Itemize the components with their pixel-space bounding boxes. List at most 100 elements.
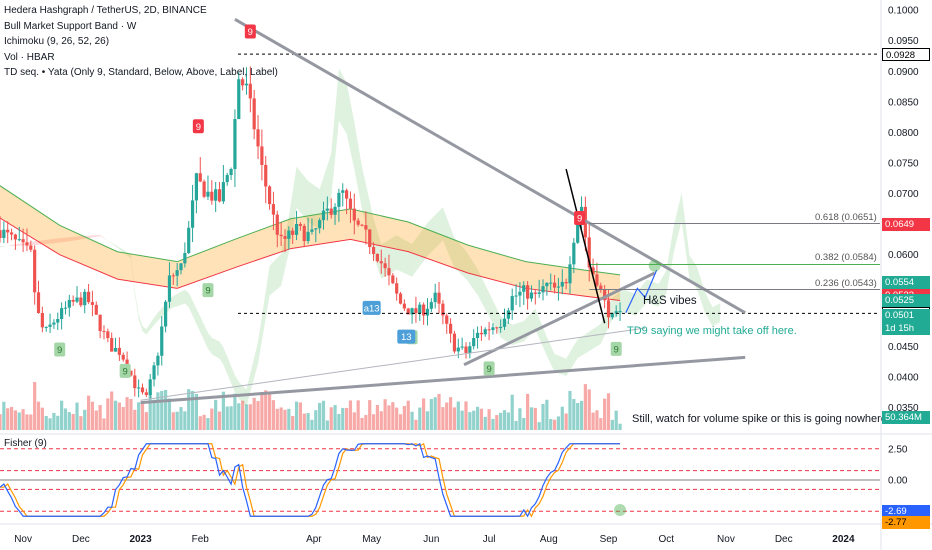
- trendline[interactable]: [234, 17, 746, 315]
- volume-bar: [402, 405, 406, 430]
- price-tag: 1d 15h: [882, 321, 930, 335]
- volume-bar: [237, 403, 241, 430]
- volume-bar: [298, 402, 302, 430]
- y-tick-label: 0.0750: [888, 158, 919, 169]
- volume-bar: [40, 407, 44, 430]
- volume-bar: [460, 410, 464, 430]
- volume-bar: [529, 407, 534, 430]
- y-tick-label: 0.0800: [888, 128, 919, 139]
- ichimoku-cloud-segment: [142, 326, 147, 335]
- candle-body: [356, 220, 360, 225]
- volume-bar: [410, 411, 414, 430]
- ichimoku-cloud-segment: [623, 289, 628, 314]
- candle-body: [341, 190, 345, 193]
- legend-volume[interactable]: Vol · HBAR: [4, 51, 55, 63]
- candle-body: [214, 189, 218, 201]
- ichimoku-cloud-segment: [69, 236, 74, 242]
- td-label-box[interactable]: [202, 283, 214, 298]
- td-label-box[interactable]: [483, 361, 495, 376]
- volume-bar: [17, 412, 21, 430]
- candle-body: [618, 311, 622, 313]
- candle-body: [445, 315, 449, 324]
- ichimoku-cloud-segment: [381, 242, 386, 279]
- candle-body: [572, 242, 576, 265]
- ichimoku-cloud-segment: [0, 245, 4, 248]
- candle-body: [529, 292, 534, 299]
- volume-bar: [441, 407, 445, 430]
- ichimoku-cloud-segment: [562, 357, 567, 377]
- volume-bar: [241, 400, 245, 430]
- support-band-upper: [0, 185, 621, 276]
- candle-body: [175, 270, 179, 276]
- td-label-box[interactable]: [54, 342, 66, 357]
- volume-bar: [348, 400, 353, 430]
- annotation-hs-vibes[interactable]: H&S vibes: [643, 295, 697, 307]
- legend-td-seq[interactable]: TD seq. • Yata (Only 9, Standard, Below,…: [4, 67, 278, 79]
- volume-bar: [117, 402, 121, 430]
- candle-body: [552, 282, 557, 288]
- fisher-indicator-title[interactable]: Fisher (9): [4, 438, 47, 449]
- volume-bar: [44, 416, 48, 430]
- volume-bar: [6, 408, 10, 430]
- volume-bar: [29, 414, 33, 430]
- y-tick-label: 0.0350: [888, 403, 919, 414]
- ichimoku-cloud-segment: [589, 329, 594, 351]
- candle-body: [502, 318, 507, 327]
- ichimoku-cloud-segment: [408, 241, 413, 277]
- volume-bar: [545, 399, 549, 430]
- ichimoku-cloud-segment: [654, 282, 659, 307]
- volume-bar: [499, 412, 503, 430]
- candle-body: [75, 297, 79, 302]
- annotation-volume[interactable]: Still, watch for volume spike or this is…: [632, 413, 887, 425]
- td-label-box[interactable]: [397, 329, 416, 344]
- volume-bar: [475, 406, 480, 430]
- ichimoku-cloud-segment: [211, 337, 216, 357]
- td-label-box[interactable]: [244, 24, 256, 39]
- volume-bar: [414, 419, 418, 430]
- y-tick-label: 0.0900: [888, 67, 919, 78]
- volume-bar: [572, 398, 576, 430]
- candle-body: [345, 190, 349, 199]
- volume-bar: [591, 412, 595, 430]
- td-label-box[interactable]: [610, 341, 622, 356]
- candle-body: [187, 227, 191, 254]
- candle-body: [614, 311, 618, 314]
- ichimoku-cloud-segment: [435, 211, 440, 249]
- trendline[interactable]: [140, 355, 746, 405]
- candle-body: [21, 239, 25, 243]
- candle-body: [298, 223, 302, 226]
- ichimoku-cloud-segment: [566, 352, 570, 377]
- y-tick-label: 0.0950: [888, 36, 919, 47]
- arrow-drawing[interactable]: [565, 168, 606, 324]
- td-label-box[interactable]: [192, 119, 204, 134]
- td-label-box[interactable]: [362, 300, 381, 315]
- ichimoku-cloud-segment: [342, 75, 347, 134]
- volume-bar: [113, 400, 118, 430]
- candle-body: [352, 208, 356, 221]
- candle-body: [13, 234, 18, 240]
- fib-level-label: 0.618 (0.0651): [815, 211, 877, 223]
- ichimoku-cloud-segment: [400, 237, 405, 274]
- ichimoku-cloud-segment: [134, 290, 139, 319]
- candle-body: [252, 98, 256, 130]
- candle-body: [152, 365, 156, 380]
- trendline[interactable]: [140, 327, 646, 401]
- candle-body: [171, 275, 175, 277]
- legend-support-band[interactable]: Bull Market Support Band · W: [4, 20, 137, 32]
- ichimoku-cloud-segment: [519, 321, 524, 343]
- candle-body: [63, 307, 68, 309]
- td-label-box[interactable]: [574, 211, 586, 225]
- ichimoku-cloud-segment: [19, 243, 24, 246]
- volume-bar: [244, 404, 249, 430]
- price-tag: 0.0649: [882, 218, 930, 232]
- annotation-td9[interactable]: TD9 saying we might take off here.: [627, 325, 797, 337]
- projection-path[interactable]: [625, 269, 658, 314]
- legend-symbol-title[interactable]: Hedera Hashgraph / TetherUS, 2D, BINANCE: [4, 5, 207, 16]
- candle-body: [44, 326, 48, 328]
- td-label-box[interactable]: [119, 363, 131, 378]
- ichimoku-cloud-segment: [331, 111, 336, 199]
- candle-body: [545, 282, 549, 287]
- legend-ichimoku[interactable]: Ichimoku (9, 26, 52, 26): [4, 36, 110, 48]
